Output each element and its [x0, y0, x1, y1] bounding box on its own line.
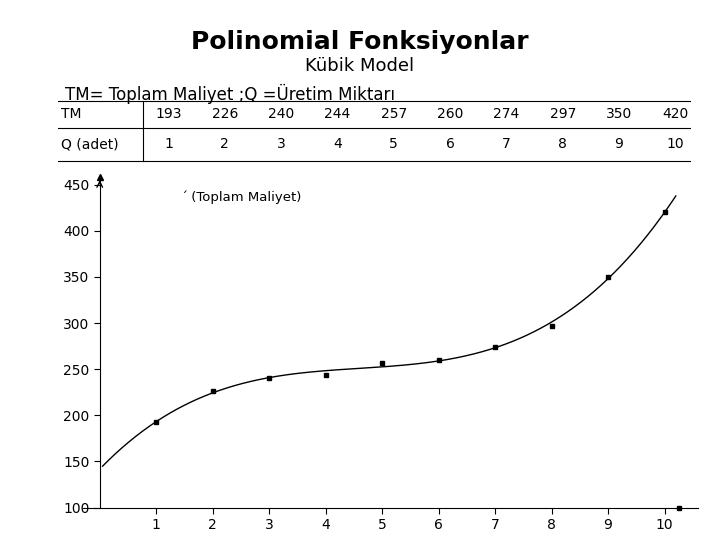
Text: Q (adet): Q (adet) [60, 138, 118, 151]
Text: 260: 260 [437, 107, 463, 121]
Text: 297: 297 [549, 107, 576, 121]
Text: 420: 420 [662, 107, 688, 121]
Text: 9: 9 [615, 138, 624, 151]
Text: 7: 7 [502, 138, 510, 151]
Text: 5: 5 [390, 138, 398, 151]
Text: TM: TM [60, 107, 81, 121]
Text: 1: 1 [164, 138, 173, 151]
Text: 257: 257 [381, 107, 407, 121]
Text: 10: 10 [667, 138, 684, 151]
Text: 244: 244 [324, 107, 351, 121]
Text: 2: 2 [220, 138, 229, 151]
Text: 193: 193 [156, 107, 181, 121]
Text: 350: 350 [606, 107, 632, 121]
Text: 226: 226 [212, 107, 238, 121]
Text: 274: 274 [493, 107, 520, 121]
Text: 240: 240 [268, 107, 294, 121]
Text: ́ (Toplam Maliyet): ́ (Toplam Maliyet) [187, 191, 302, 204]
Text: 4: 4 [333, 138, 342, 151]
Text: TM= Toplam Maliyet ;Q =Üretim Miktarı: TM= Toplam Maliyet ;Q =Üretim Miktarı [65, 84, 395, 104]
Text: 6: 6 [446, 138, 454, 151]
Text: Kübik Model: Kübik Model [305, 57, 415, 75]
Text: 3: 3 [276, 138, 286, 151]
Text: Polinomial Fonksiyonlar: Polinomial Fonksiyonlar [192, 30, 528, 53]
Text: 8: 8 [558, 138, 567, 151]
